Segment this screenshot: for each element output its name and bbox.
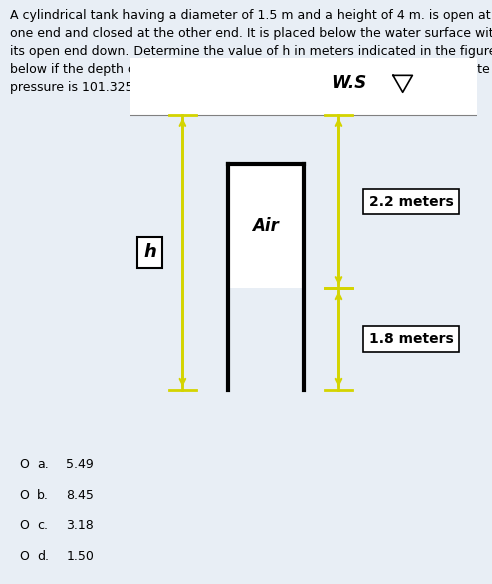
Text: 3.18: 3.18 xyxy=(66,519,94,532)
Text: 1.8 meters: 1.8 meters xyxy=(369,332,454,346)
Text: W.S: W.S xyxy=(332,74,367,92)
Text: 2.2 meters: 2.2 meters xyxy=(369,194,454,208)
Text: h: h xyxy=(143,244,156,262)
Bar xyxy=(227,164,304,288)
Bar xyxy=(130,58,477,115)
Text: O: O xyxy=(20,519,30,532)
Text: O: O xyxy=(20,489,30,502)
Text: b.: b. xyxy=(37,489,49,502)
Text: 5.49: 5.49 xyxy=(66,458,94,471)
Text: a.: a. xyxy=(37,458,49,471)
Text: Air: Air xyxy=(252,217,279,235)
Text: d.: d. xyxy=(37,550,49,562)
Text: 1.50: 1.50 xyxy=(66,550,94,562)
Text: A cylindrical tank having a diameter of 1.5 m and a height of 4 m. is open at
on: A cylindrical tank having a diameter of … xyxy=(10,9,492,94)
Text: 8.45: 8.45 xyxy=(66,489,94,502)
Text: O: O xyxy=(20,550,30,562)
Text: O: O xyxy=(20,458,30,471)
Text: c.: c. xyxy=(37,519,48,532)
